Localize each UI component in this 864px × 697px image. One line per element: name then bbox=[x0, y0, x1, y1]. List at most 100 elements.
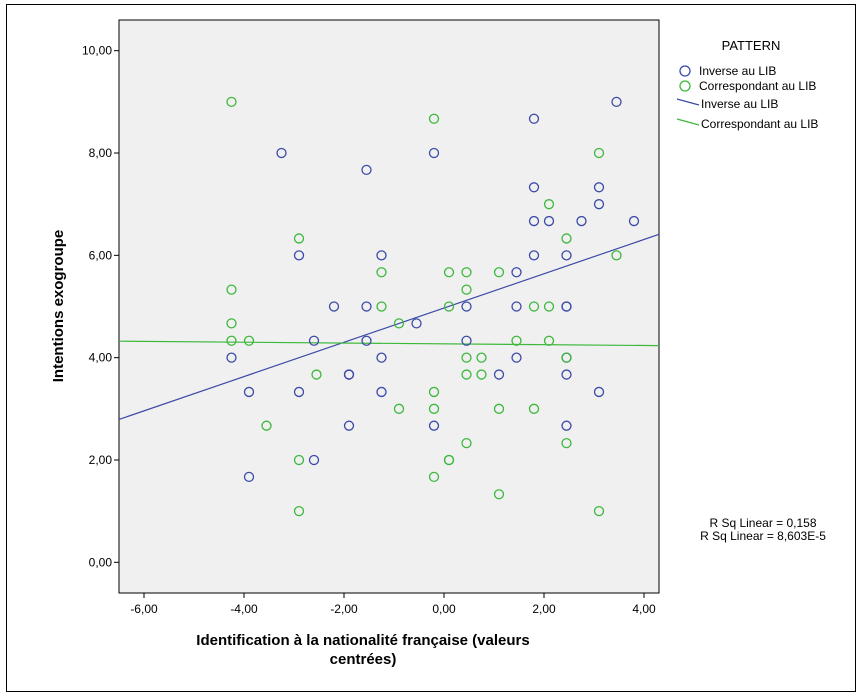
plot-area bbox=[118, 19, 660, 594]
scatter-point bbox=[443, 454, 455, 466]
scatter-point bbox=[308, 335, 320, 346]
fit-lines bbox=[118, 233, 660, 421]
scatter-point bbox=[461, 267, 472, 278]
y-tick-label: 10,00 bbox=[82, 44, 112, 58]
legend-line-correspondant bbox=[676, 118, 700, 126]
scatter-point bbox=[511, 301, 522, 312]
scatter-point bbox=[628, 215, 640, 227]
scatter-point bbox=[293, 250, 305, 261]
x-axis-label-line-1: Identification à la nationalité français… bbox=[196, 632, 529, 649]
scatter-point bbox=[293, 454, 305, 466]
scatter-point bbox=[493, 489, 505, 500]
scatter-point bbox=[561, 437, 572, 449]
scatter-point bbox=[593, 182, 605, 193]
scatter-point bbox=[243, 471, 255, 483]
data-points bbox=[226, 96, 640, 517]
scatter-point bbox=[461, 352, 472, 363]
scatter-point bbox=[543, 199, 555, 210]
scatter-point bbox=[428, 147, 440, 159]
scatter-point bbox=[361, 164, 372, 176]
scatter-point bbox=[293, 233, 305, 244]
scatter-point bbox=[543, 215, 555, 227]
scatter-point bbox=[226, 284, 237, 295]
x-axis-label-line-2: centrées) bbox=[330, 651, 397, 668]
scatter-point bbox=[593, 505, 605, 517]
scatter-point bbox=[311, 369, 322, 380]
scatter-point bbox=[561, 301, 572, 312]
x-tick-label: 2,00 bbox=[532, 602, 556, 616]
scatter-point bbox=[561, 369, 572, 380]
scatter-point bbox=[461, 369, 472, 380]
x-tick-label: 4,00 bbox=[632, 602, 656, 616]
chart-frame: -6,00 -4,00 -2,00 0,00 2,00 4,00 0,00 2,00 4,00 6… bbox=[6, 4, 856, 692]
scatter-point bbox=[243, 386, 255, 398]
scatter-point bbox=[561, 250, 572, 261]
scatter-point bbox=[443, 301, 455, 312]
y-tick-label: 8,00 bbox=[89, 146, 113, 160]
scatter-point bbox=[476, 352, 487, 363]
scatter-point bbox=[376, 250, 387, 261]
scatter-point bbox=[276, 147, 287, 159]
scatter-point bbox=[511, 352, 522, 363]
legend-label-inverse-line: Inverse au LIB bbox=[701, 97, 778, 111]
r-squared-inverse: R Sq Linear = 0,158 bbox=[709, 516, 816, 530]
scatter-point bbox=[461, 437, 472, 449]
scatter-point bbox=[343, 420, 355, 431]
scatter-point bbox=[393, 403, 405, 414]
scatter-point bbox=[493, 267, 505, 278]
scatter-point bbox=[226, 318, 237, 329]
scatter-point bbox=[593, 199, 605, 210]
scatter-point bbox=[528, 182, 540, 193]
scatter-point bbox=[543, 301, 555, 312]
legend-label-correspondant-line: Correspondant au LIB bbox=[701, 117, 818, 131]
scatter-point bbox=[261, 420, 272, 431]
scatter-point bbox=[226, 96, 237, 108]
scatter-point bbox=[528, 301, 540, 312]
y-tick-label: 0,00 bbox=[89, 555, 113, 569]
scatter-point bbox=[528, 215, 540, 227]
legend-marker-correspondant bbox=[679, 80, 691, 92]
axis-ticks: -6,00 -4,00 -2,00 0,00 2,00 4,00 0,00 2,00 4,00 6… bbox=[82, 44, 656, 616]
fit-line bbox=[118, 233, 660, 421]
scatter-point bbox=[308, 454, 320, 466]
scatter-point bbox=[576, 215, 587, 227]
scatter-point bbox=[393, 318, 405, 329]
scatter-point bbox=[511, 267, 522, 278]
scatter-point bbox=[461, 335, 472, 346]
scatter-point bbox=[226, 335, 237, 346]
scatter-point bbox=[428, 403, 440, 414]
scatter-point bbox=[593, 147, 605, 159]
r-squared-correspondant: R Sq Linear = 8,603E-5 bbox=[700, 529, 826, 543]
scatter-point bbox=[428, 420, 440, 431]
x-tick-label: -2,00 bbox=[330, 602, 358, 616]
scatter-point bbox=[226, 352, 237, 363]
scatter-point bbox=[461, 284, 472, 295]
legend-marker-inverse bbox=[679, 65, 691, 77]
scatter-point bbox=[443, 267, 455, 278]
scatter-point bbox=[428, 386, 440, 398]
scatter-point bbox=[293, 505, 305, 517]
y-axis-label: Intentions exogroupe bbox=[50, 230, 67, 383]
y-tick-label: 4,00 bbox=[89, 351, 113, 365]
scatter-point bbox=[376, 352, 387, 363]
scatter-point bbox=[461, 301, 472, 312]
legend-label-inverse-marker: Inverse au LIB bbox=[699, 64, 776, 78]
scatter-point bbox=[528, 113, 540, 124]
legend-title: PATTERN bbox=[722, 38, 781, 53]
x-tick-label: -4,00 bbox=[230, 602, 258, 616]
legend-line-inverse bbox=[676, 98, 700, 106]
scatter-point bbox=[493, 369, 505, 380]
scatter-point bbox=[243, 335, 255, 346]
fit-line bbox=[118, 340, 660, 347]
scatter-point bbox=[511, 335, 522, 346]
scatter-point bbox=[528, 250, 540, 261]
scatter-point bbox=[428, 113, 440, 124]
y-tick-label: 6,00 bbox=[89, 248, 113, 262]
scatter-point bbox=[376, 267, 387, 278]
scatter-point bbox=[611, 250, 622, 261]
scatter-point bbox=[376, 386, 387, 398]
scatter-chart: -6,00 -4,00 -2,00 0,00 2,00 4,00 0,00 2,00 4,00 6… bbox=[50, 19, 826, 668]
scatter-point bbox=[411, 318, 422, 329]
scatter-point bbox=[476, 369, 487, 380]
x-tick-label: 0,00 bbox=[432, 602, 456, 616]
